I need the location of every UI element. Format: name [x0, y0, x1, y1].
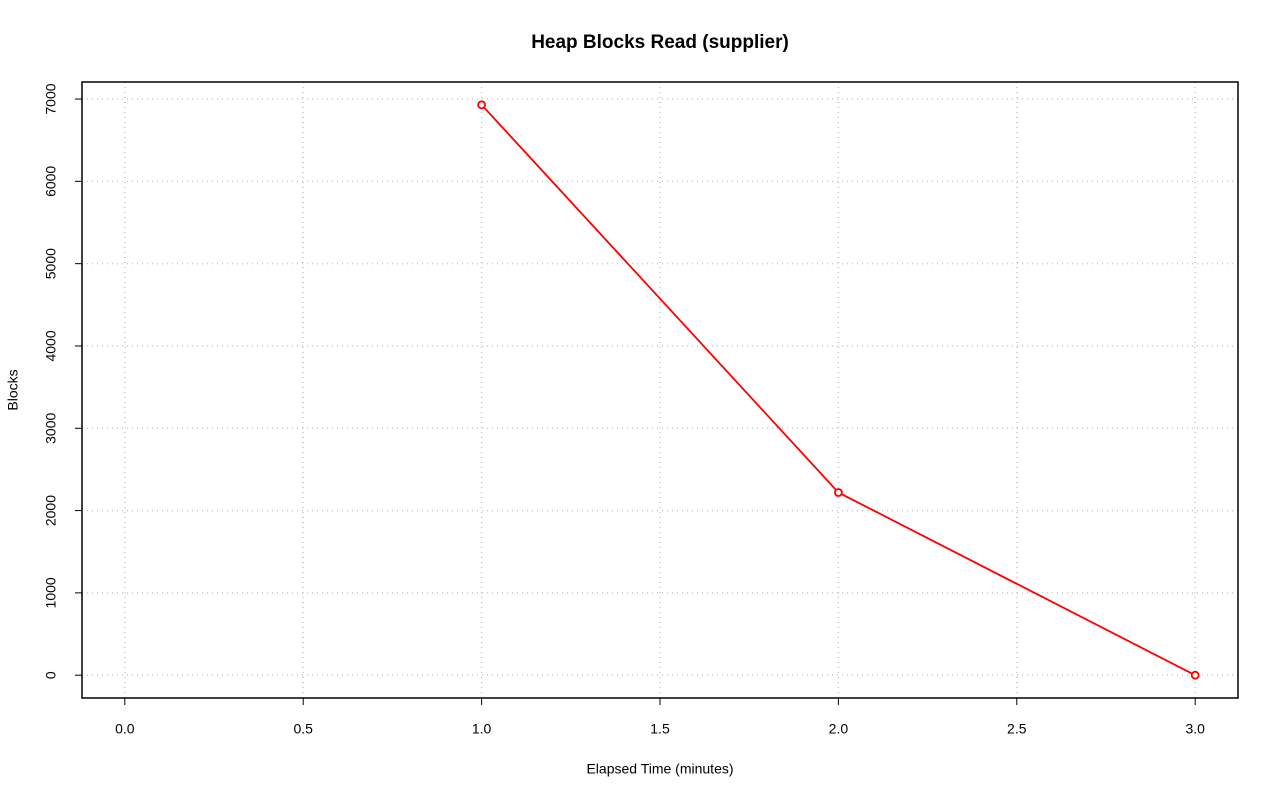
x-tick-label: 1.5	[650, 721, 670, 737]
x-tick-label: 0.5	[293, 721, 313, 737]
x-tick-label: 1.0	[472, 721, 492, 737]
y-tick-label: 2000	[43, 495, 59, 526]
plot-frame	[81, 81, 1239, 699]
x-tick-label: 3.0	[1185, 721, 1205, 737]
point	[1190, 670, 1200, 680]
chart-title: Heap Blocks Read (supplier)	[531, 32, 789, 53]
y-tick-label: 7000	[43, 83, 59, 114]
x-tick-label: 0.0	[115, 721, 135, 737]
point	[477, 100, 487, 110]
x-tick-label: 2.0	[829, 721, 849, 737]
y-tick-label: 4000	[43, 330, 59, 361]
y-axis-title: Blocks	[5, 369, 21, 410]
line	[480, 104, 1196, 676]
point	[833, 488, 843, 497]
y-tick-label: 6000	[43, 166, 59, 197]
y-tick-label: 5000	[43, 248, 59, 279]
y-tick-label: 1000	[43, 577, 59, 608]
y-tick-label: 0	[43, 671, 59, 679]
y-tick-label: 3000	[43, 412, 59, 443]
x-tick-label: 2.5	[1007, 721, 1027, 737]
x-axis-title: Elapsed Time (minutes)	[586, 761, 733, 777]
